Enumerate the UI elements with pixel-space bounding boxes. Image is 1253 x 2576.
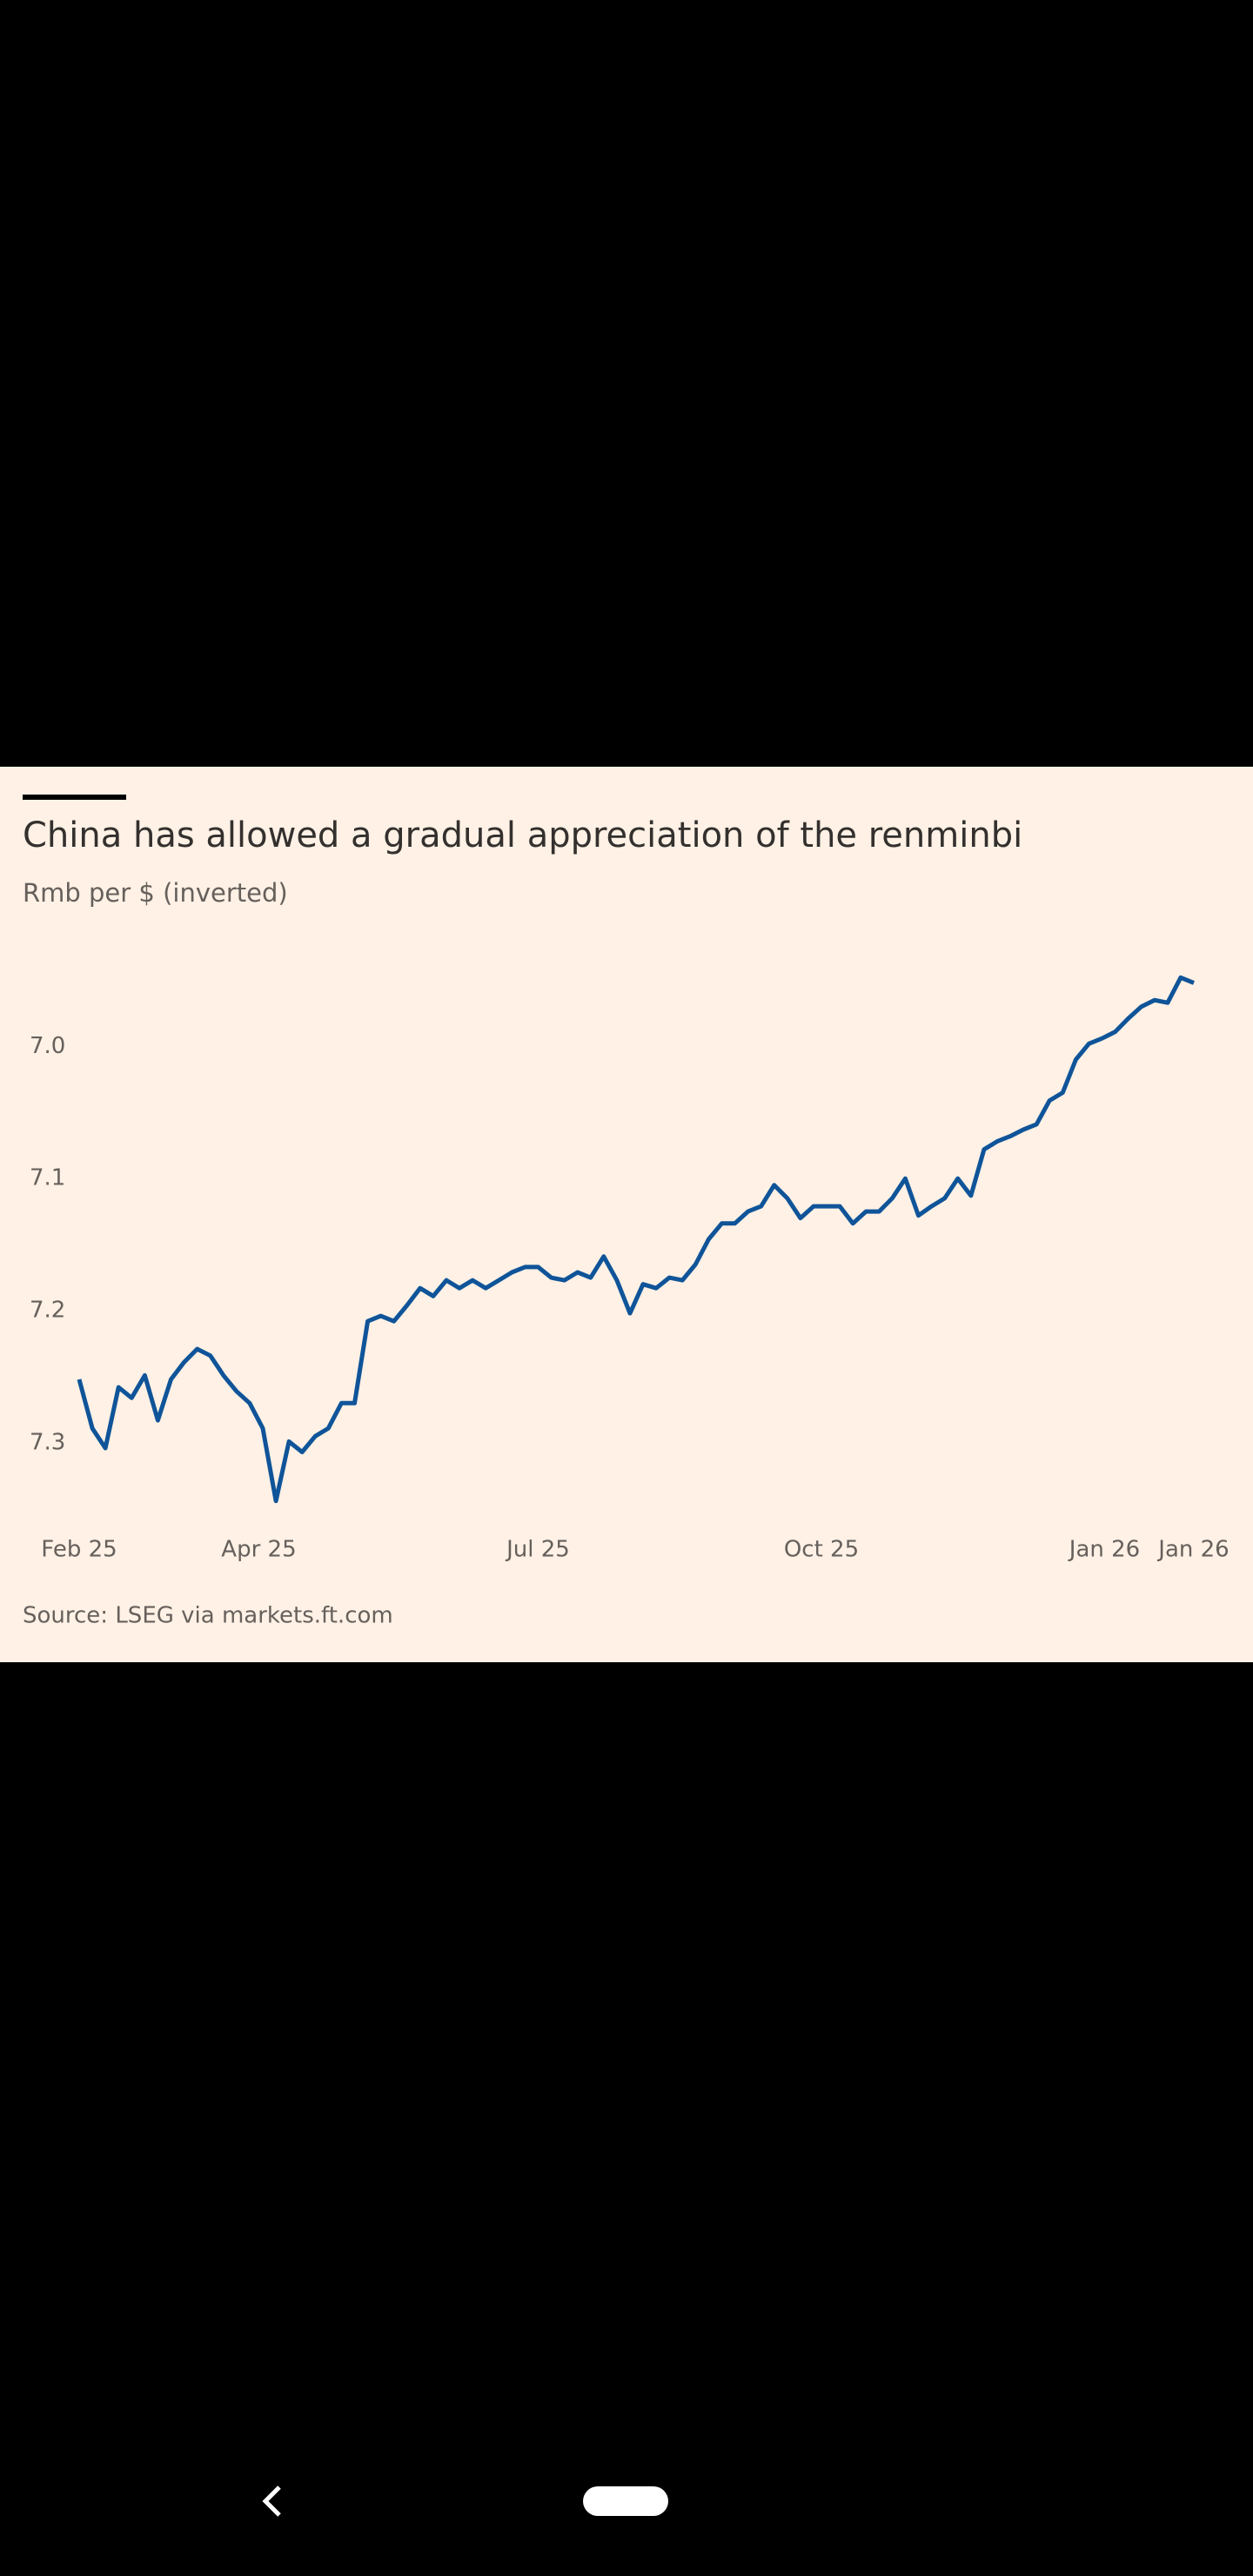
home-button[interactable] [583, 2486, 668, 2516]
x-tick-label: Jan 26 [1156, 1537, 1229, 1563]
y-tick-label: 7.3 [30, 1429, 65, 1455]
x-tick-label: Feb 25 [41, 1537, 117, 1563]
y-tick-label: 7.1 [30, 1165, 65, 1191]
title-bar [23, 795, 126, 800]
line-series [77, 975, 1195, 1504]
back-button[interactable] [262, 2485, 281, 2517]
source: Source: LSEG via markets.ft.com [23, 1603, 393, 1629]
chart-panel [0, 767, 1253, 1662]
chart-title: China has allowed a gradual appreciation… [23, 815, 1022, 855]
y-tick-label: 7.2 [30, 1298, 65, 1324]
x-tick-label: Apr 25 [221, 1537, 296, 1563]
x-tick-label: Jul 25 [505, 1537, 570, 1563]
chart-subtitle: Rmb per $ (inverted) [23, 878, 288, 908]
y-tick-label: 7.0 [30, 1033, 65, 1059]
x-tick-label: Oct 25 [784, 1537, 859, 1563]
x-tick-label: Jan 26 [1068, 1537, 1140, 1563]
